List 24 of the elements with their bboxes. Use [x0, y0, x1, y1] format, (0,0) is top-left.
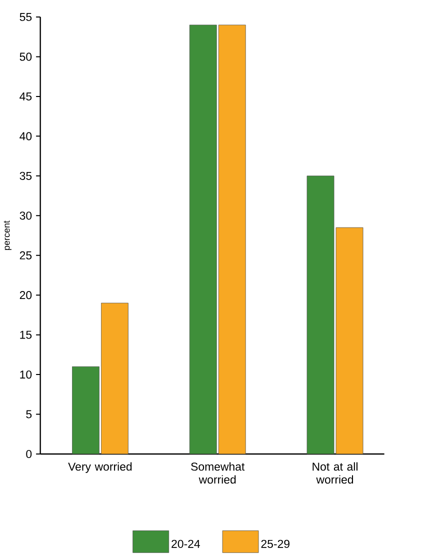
- x-tick-label: Somewhat worried: [190, 462, 244, 484]
- x-tick-label: Very worried: [68, 462, 132, 473]
- y-tick-label: 50: [20, 52, 32, 61]
- y-tick-label: 35: [20, 172, 32, 180]
- bar: [72, 366, 100, 454]
- y-tick-label: 55: [20, 13, 32, 21]
- y-tick-label: 40: [19, 132, 32, 140]
- y-tick-label: 10: [20, 370, 32, 379]
- y-tick-label: 0: [26, 450, 32, 458]
- bar: [306, 176, 334, 454]
- bar: [189, 24, 217, 454]
- y-tick-label: 25: [20, 251, 32, 260]
- y-axis-title: percent: [4, 220, 12, 250]
- y-tick-label: 30: [20, 212, 32, 220]
- y-tick-label: 45: [19, 92, 32, 100]
- bar: [100, 302, 128, 454]
- y-tick-label: 15: [20, 330, 32, 339]
- legend-label: 25-29: [261, 540, 290, 548]
- legend-label: 20-24: [172, 540, 200, 548]
- x-tick-label: Not at all worried: [312, 462, 358, 484]
- bar: [336, 227, 364, 454]
- bar: [218, 24, 246, 454]
- y-tick-label: 5: [26, 410, 32, 418]
- y-tick-label: 20: [20, 291, 32, 300]
